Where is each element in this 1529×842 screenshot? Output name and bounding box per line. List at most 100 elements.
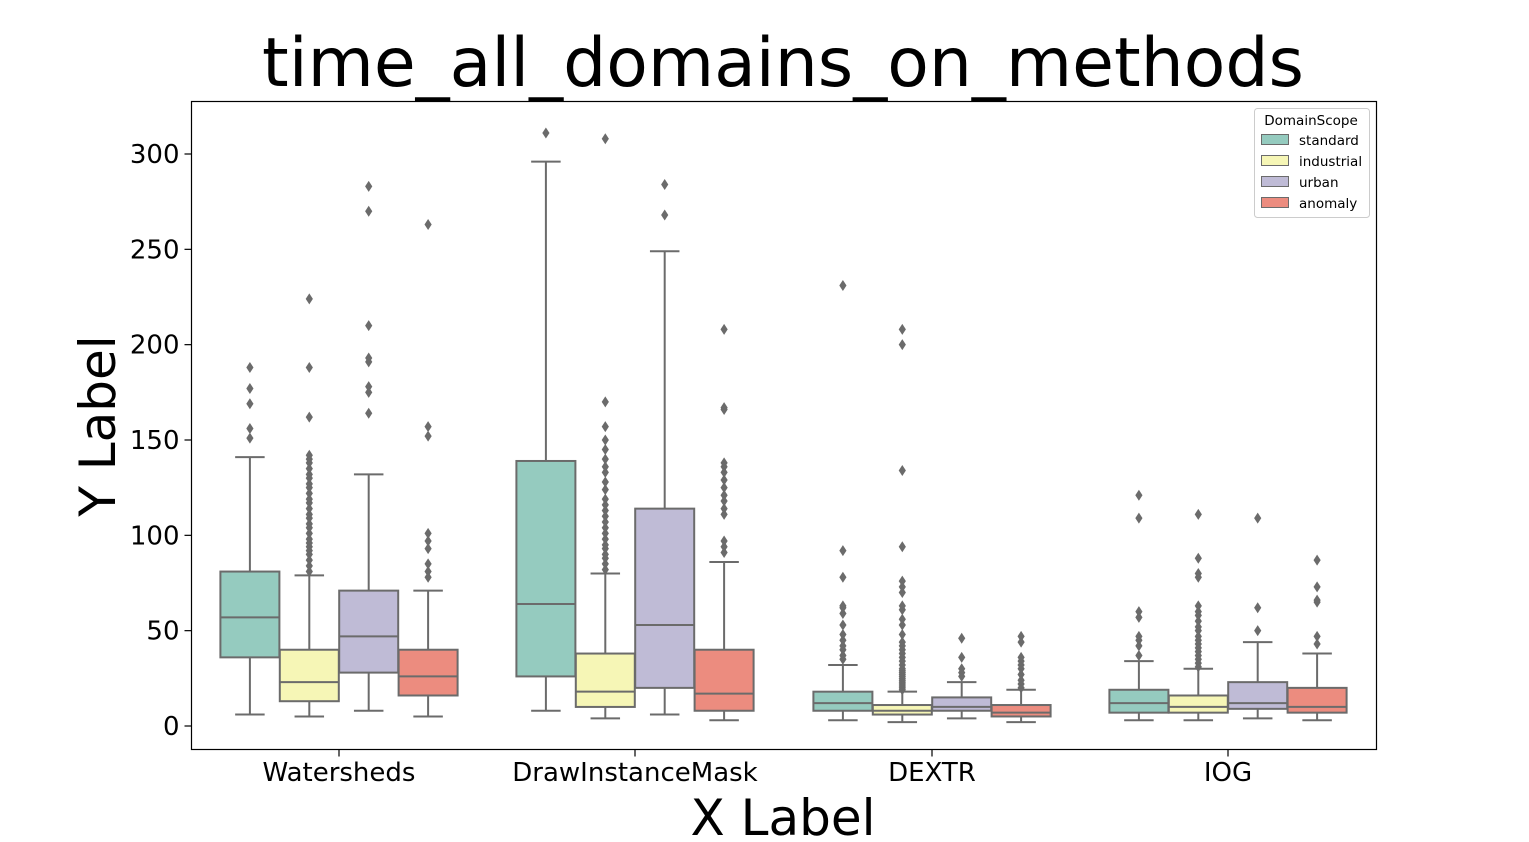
outlier-point bbox=[424, 535, 432, 547]
outlier-point bbox=[601, 434, 609, 446]
y-axis: 0 50 100 150 200 250 300 bbox=[130, 140, 192, 742]
outlier-point bbox=[1017, 651, 1025, 663]
outlier-point bbox=[661, 209, 669, 221]
legend-swatch-standard bbox=[1261, 134, 1289, 145]
outlier-point bbox=[839, 608, 847, 620]
outlier-point bbox=[424, 566, 432, 578]
legend-label-industrial: industrial bbox=[1299, 154, 1362, 170]
box-iqr bbox=[1227, 681, 1289, 710]
box-group-industrial bbox=[1167, 508, 1229, 722]
outlier-point bbox=[601, 527, 609, 539]
outlier-point bbox=[898, 465, 906, 477]
outlier-point bbox=[1135, 512, 1143, 524]
legend-title: DomainScope bbox=[1264, 113, 1358, 129]
outlier-point bbox=[720, 457, 728, 469]
outlier-point bbox=[601, 533, 609, 545]
outlier-point bbox=[1194, 552, 1202, 564]
outlier-point bbox=[1313, 581, 1321, 593]
outlier-point bbox=[720, 466, 728, 478]
x-tick-label: IOG bbox=[1204, 758, 1252, 788]
outlier-point bbox=[720, 541, 728, 553]
outlier-point bbox=[246, 383, 254, 395]
outlier-point bbox=[424, 421, 432, 433]
outlier-point bbox=[1313, 638, 1321, 650]
outlier-point bbox=[601, 516, 609, 528]
outlier-point bbox=[365, 386, 373, 398]
outlier-point bbox=[1135, 606, 1143, 618]
outlier-point bbox=[1194, 600, 1202, 612]
outlier-point bbox=[305, 527, 313, 539]
y-tick-label: 300 bbox=[130, 140, 180, 170]
y-tick-label: 100 bbox=[130, 521, 180, 551]
legend: DomainScope standard industrial urban anoma… bbox=[1254, 108, 1370, 218]
outlier-point bbox=[601, 539, 609, 551]
outlier-point bbox=[246, 432, 254, 444]
box-group-standard bbox=[515, 127, 577, 712]
box-iqr bbox=[397, 648, 459, 697]
outlier-point bbox=[720, 402, 728, 414]
box-iqr bbox=[931, 696, 993, 712]
outlier-point bbox=[1313, 630, 1321, 642]
box-group-industrial bbox=[278, 293, 340, 718]
chart-title: time_all_domains_on_methods bbox=[262, 24, 1304, 103]
box-group-industrial bbox=[574, 133, 636, 720]
x-axis: Watersheds DrawInstanceMask DEXTR IOG bbox=[263, 749, 1252, 788]
outlier-point bbox=[1194, 630, 1202, 642]
outlier-point bbox=[839, 571, 847, 583]
outlier-point bbox=[1254, 625, 1262, 637]
outlier-point bbox=[424, 543, 432, 555]
outlier-point bbox=[305, 449, 313, 461]
outlier-point bbox=[720, 489, 728, 501]
box-group-standard bbox=[219, 362, 281, 716]
outlier-point bbox=[720, 508, 728, 520]
x-tick-label: DrawInstanceMask bbox=[512, 758, 757, 788]
box-group-urban bbox=[634, 179, 696, 716]
outlier-point bbox=[839, 634, 847, 646]
outlier-point bbox=[601, 548, 609, 560]
outlier-point bbox=[1254, 512, 1262, 524]
outlier-point bbox=[898, 323, 906, 335]
box-iqr bbox=[574, 652, 636, 708]
outlier-point bbox=[601, 421, 609, 433]
outlier-point bbox=[1194, 606, 1202, 618]
x-axis-label: X Label bbox=[690, 789, 875, 842]
y-tick-label: 250 bbox=[130, 235, 180, 265]
outlier-point bbox=[365, 352, 373, 364]
outlier-point bbox=[1194, 567, 1202, 579]
box-iqr bbox=[1286, 686, 1348, 714]
outlier-point bbox=[601, 461, 609, 473]
box-iqr bbox=[812, 690, 874, 712]
outlier-point bbox=[305, 411, 313, 423]
box-group-anomaly bbox=[990, 630, 1052, 724]
outlier-point bbox=[1194, 508, 1202, 520]
box-iqr bbox=[278, 648, 340, 703]
outlier-point bbox=[898, 581, 906, 593]
y-axis-label: Y Label bbox=[69, 335, 127, 517]
box-iqr bbox=[338, 589, 400, 674]
outlier-point bbox=[839, 545, 847, 557]
outlier-point bbox=[839, 619, 847, 631]
outlier-point bbox=[305, 560, 313, 572]
outlier-point bbox=[720, 503, 728, 515]
outlier-point bbox=[601, 558, 609, 570]
outlier-point bbox=[424, 571, 432, 583]
outlier-point bbox=[898, 541, 906, 553]
outlier-point bbox=[601, 396, 609, 408]
outlier-point bbox=[1135, 489, 1143, 501]
outlier-point bbox=[601, 476, 609, 488]
outlier-point bbox=[365, 320, 373, 332]
outlier-point bbox=[365, 381, 373, 393]
outlier-point bbox=[958, 663, 966, 675]
outlier-point bbox=[305, 533, 313, 545]
outlier-point bbox=[305, 493, 313, 505]
outlier-point bbox=[601, 453, 609, 465]
outlier-point bbox=[958, 632, 966, 644]
outlier-point bbox=[898, 339, 906, 351]
outlier-point bbox=[601, 505, 609, 517]
outlier-point bbox=[305, 293, 313, 305]
outlier-point bbox=[958, 651, 966, 663]
outlier-point bbox=[365, 407, 373, 419]
outlier-point bbox=[898, 613, 906, 625]
legend-label-urban: urban bbox=[1299, 175, 1339, 191]
